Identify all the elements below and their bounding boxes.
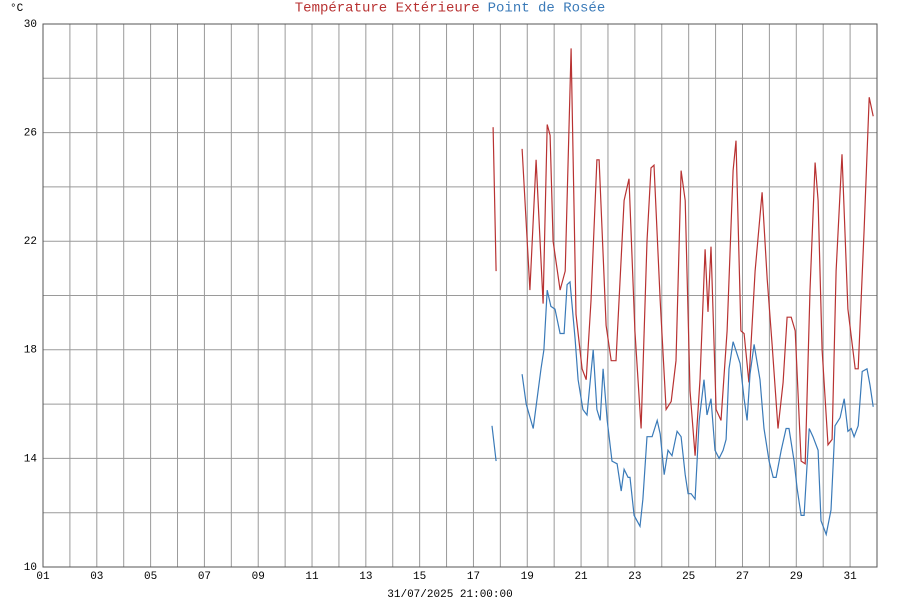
x-tick-label: 15 [413,571,426,583]
x-tick-label: 13 [359,571,372,583]
y-tick-label: 26 [24,128,37,140]
x-tick-label: 11 [305,571,319,583]
x-tick-label: 05 [144,571,157,583]
y-tick-label: 30 [24,19,37,31]
x-axis-label: 31/07/2025 21:00:00 [387,589,512,600]
x-tick-label: 23 [628,571,641,583]
x-tick-label: 29 [790,571,803,583]
y-tick-label: 14 [24,453,38,465]
series-line [491,280,874,537]
x-tick-label: 31 [843,571,857,583]
x-tick-label: 07 [198,571,211,583]
x-tick-label: 19 [521,571,534,583]
y-unit: °C [10,3,24,15]
legend-entry: Température Extérieure [295,1,480,17]
y-tick-label: 18 [24,345,37,357]
x-tick-label: 27 [736,571,749,583]
plot-border [42,23,878,568]
y-tick-label: 10 [24,562,37,574]
x-tick-label: 01 [36,571,50,583]
legend-entry: Point de Rosée [488,1,606,17]
x-tick-label: 03 [90,571,103,583]
x-tick-label: 17 [467,571,480,583]
x-tick-label: 21 [574,571,588,583]
series-line [492,48,874,465]
y-tick-label: 22 [24,236,37,248]
x-tick-label: 09 [252,571,265,583]
x-tick-label: 25 [682,571,695,583]
